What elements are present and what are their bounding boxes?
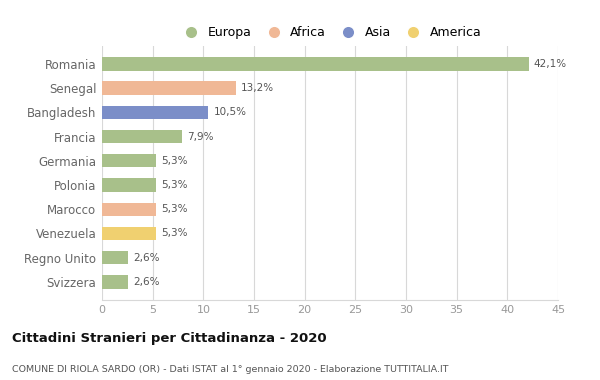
Text: 13,2%: 13,2% [241, 83, 274, 93]
Text: 5,3%: 5,3% [161, 180, 187, 190]
Text: 7,9%: 7,9% [187, 131, 214, 141]
Text: 5,3%: 5,3% [161, 204, 187, 214]
Bar [102, 154, 156, 168]
Legend: Europa, Africa, Asia, America: Europa, Africa, Asia, America [173, 21, 487, 44]
Bar [102, 275, 128, 289]
Text: Cittadini Stranieri per Cittadinanza - 2020: Cittadini Stranieri per Cittadinanza - 2… [12, 332, 326, 345]
Text: 5,3%: 5,3% [161, 156, 187, 166]
Bar [102, 106, 208, 119]
Bar [102, 178, 156, 192]
Bar [102, 203, 156, 216]
Text: 5,3%: 5,3% [161, 228, 187, 239]
Bar [102, 227, 156, 240]
Bar [102, 130, 182, 143]
Text: 42,1%: 42,1% [533, 59, 567, 69]
Bar [102, 251, 128, 264]
Text: 2,6%: 2,6% [133, 253, 160, 263]
Text: COMUNE DI RIOLA SARDO (OR) - Dati ISTAT al 1° gennaio 2020 - Elaborazione TUTTIT: COMUNE DI RIOLA SARDO (OR) - Dati ISTAT … [12, 366, 449, 374]
Bar [102, 57, 529, 71]
Bar [102, 81, 236, 95]
Text: 2,6%: 2,6% [133, 277, 160, 287]
Text: 10,5%: 10,5% [214, 107, 247, 117]
